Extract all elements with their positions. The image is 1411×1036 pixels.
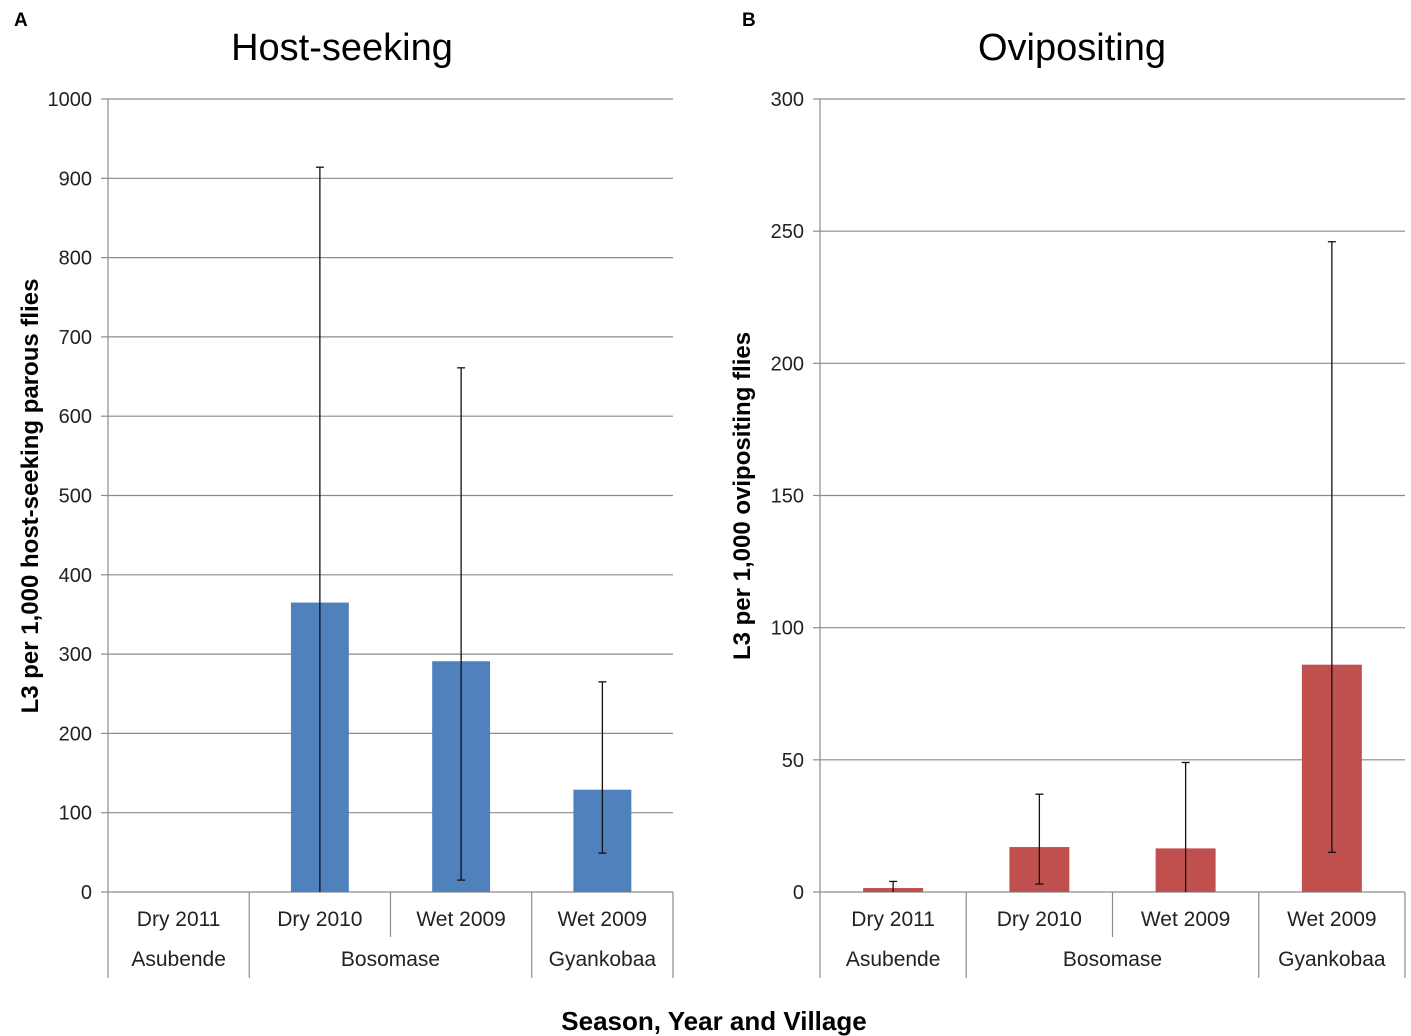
panel-b-category-label: Dry 2011 <box>851 908 935 931</box>
panel-a-y-tick-label: 700 <box>59 327 92 349</box>
panel-b-y-axis-label: L3 per 1,000 ovipositing flies <box>729 332 756 660</box>
panel-b-y-tick-label: 50 <box>782 750 804 772</box>
panel-b-y-tick-label: 150 <box>771 486 804 508</box>
panel-b-y-tick-label: 200 <box>771 353 804 375</box>
panel-a-category-label: Dry 2010 <box>277 908 362 931</box>
panel-b: B Ovipositing L3 per 1,000 ovipositing f… <box>729 10 1406 978</box>
panel-a-y-tick-label: 800 <box>59 248 92 270</box>
panel-a-y-tick-label: 400 <box>59 565 92 587</box>
panel-a-y-axis-label: L3 per 1,000 host-seeking parous flies <box>17 279 44 714</box>
panel-a-y-tick-label: 500 <box>59 486 92 508</box>
panel-a-category-label: Wet 2009 <box>416 908 506 931</box>
panel-a: A Host-seeking L3 per 1,000 host-seeking… <box>14 10 674 978</box>
panel-a-plot: 0 100 200 300 400 500 600 700 800 900 1000 Dry 2011… <box>48 89 674 978</box>
panel-b-category-label: Dry 2010 <box>997 908 1082 931</box>
panel-b-y-tick-label: 300 <box>771 89 804 111</box>
panel-b-plot: 0 50 100 150 200 250 300 Dry 2011 Dry 2010 Wet 20… <box>771 89 1406 978</box>
panel-b-title: Ovipositing <box>978 27 1166 69</box>
panel-a-y-tick-label: 300 <box>59 644 92 666</box>
panel-a-category-label: Wet 2009 <box>558 908 648 931</box>
panel-b-category-label: Wet 2009 <box>1287 908 1377 931</box>
panel-b-category-label: Wet 2009 <box>1141 908 1231 931</box>
panel-b-y-tick-label: 100 <box>771 618 804 640</box>
panel-a-group-label: Bosomase <box>341 948 440 971</box>
panel-a-letter: A <box>14 10 28 31</box>
panel-b-y-tick-label: 250 <box>771 221 804 243</box>
panel-b-y-tick-label: 0 <box>793 882 804 904</box>
panel-a-y-tick-label: 100 <box>59 803 92 825</box>
panel-a-group-label: Asubende <box>131 948 226 971</box>
panel-a-category-label: Dry 2011 <box>137 908 221 931</box>
panel-a-title: Host-seeking <box>231 27 453 69</box>
panel-b-group-label: Gyankobaa <box>1278 948 1386 971</box>
panel-a-y-tick-label: 900 <box>59 168 92 190</box>
shared-x-axis-label: Season, Year and Village <box>561 1006 866 1036</box>
panel-a-y-tick-label: 600 <box>59 406 92 428</box>
panel-a-y-tick-label: 0 <box>81 882 92 904</box>
panel-b-group-label: Bosomase <box>1063 948 1162 971</box>
panel-a-y-tick-label: 1000 <box>48 89 93 111</box>
panel-b-group-label: Asubende <box>846 948 941 971</box>
panel-a-y-tick-label: 200 <box>59 723 92 745</box>
panel-a-group-label: Gyankobaa <box>549 948 657 971</box>
panel-b-letter: B <box>742 10 756 31</box>
